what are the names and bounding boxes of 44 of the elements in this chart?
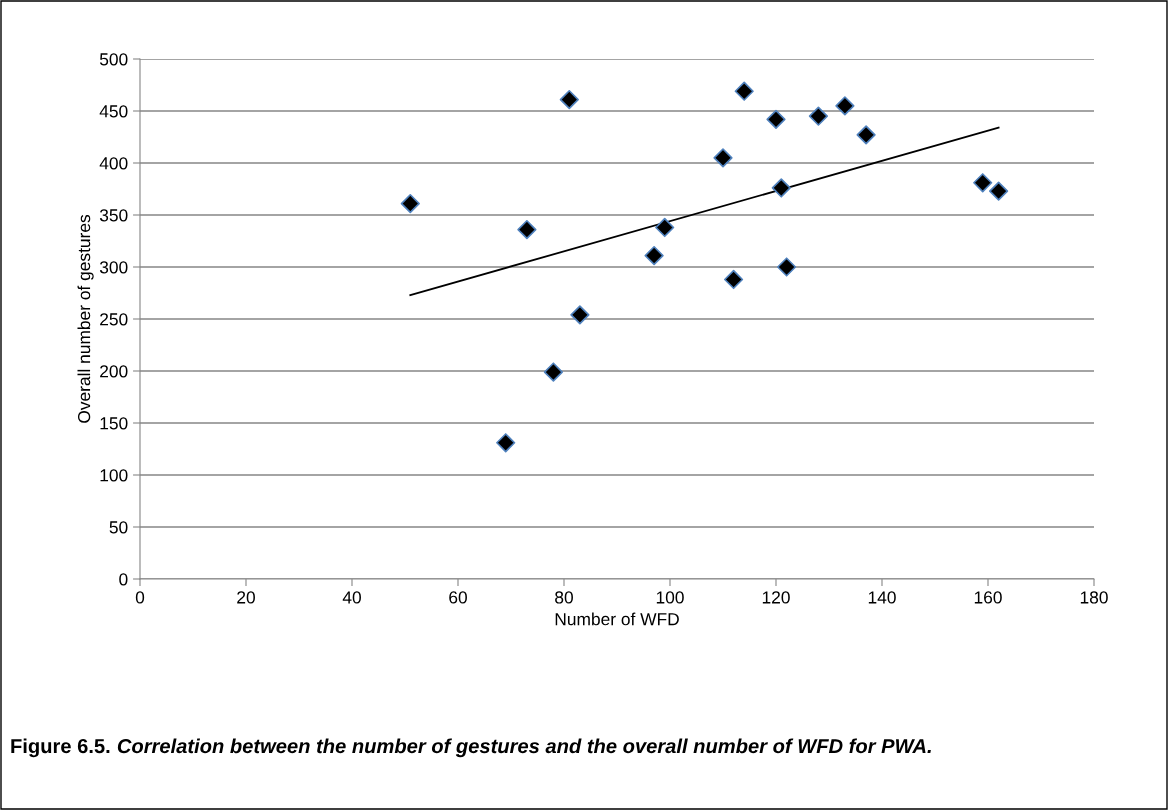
x-tick-label: 120 <box>762 591 790 604</box>
y-tick-label: 150 <box>100 417 128 430</box>
x-tick-label: 60 <box>449 591 467 604</box>
x-tick-label: 0 <box>135 591 145 604</box>
point <box>776 257 797 277</box>
x-tick-label: 40 <box>342 591 361 604</box>
point <box>543 362 564 382</box>
y-tick-label: 400 <box>99 157 128 170</box>
point <box>973 173 993 193</box>
x-tick-label: 160 <box>974 591 1002 604</box>
point <box>988 181 1009 201</box>
point <box>766 109 786 129</box>
y-tick-label: 450 <box>99 105 128 118</box>
x-tick-label: 100 <box>656 591 684 604</box>
x-tick-label: 80 <box>555 591 573 604</box>
point <box>517 219 537 240</box>
y-tick-label: 100 <box>100 469 128 482</box>
y-tick-label: 0 <box>119 573 128 586</box>
point <box>856 125 876 145</box>
x-tick-label: 180 <box>1080 591 1108 604</box>
y-tick-label: 250 <box>100 313 128 326</box>
point <box>734 81 754 101</box>
x-tick-label: 140 <box>868 591 896 604</box>
point <box>771 178 791 198</box>
point <box>655 217 675 238</box>
text: Figure 6.5. <box>11 738 110 758</box>
point <box>808 106 829 126</box>
point <box>835 96 855 116</box>
point <box>713 148 733 168</box>
y-axis-title: Overall number of gestures <box>77 214 94 423</box>
y-tick-label: 200 <box>100 365 128 378</box>
text: Correlation between the number of gestures and the overall number of WFD for PWA. <box>117 738 931 758</box>
point <box>400 193 420 214</box>
x-tick-label: 20 <box>237 591 255 604</box>
point <box>644 245 664 266</box>
x-axis-title: Number of WFD <box>555 612 679 626</box>
point <box>559 89 579 110</box>
y-tick-label: 350 <box>99 209 128 222</box>
y-tick-label: 50 <box>109 521 128 534</box>
y-tick-label: 500 <box>99 53 128 66</box>
y-tick-label: 300 <box>99 261 128 274</box>
point <box>723 269 744 290</box>
point <box>570 305 590 325</box>
point <box>496 433 516 453</box>
